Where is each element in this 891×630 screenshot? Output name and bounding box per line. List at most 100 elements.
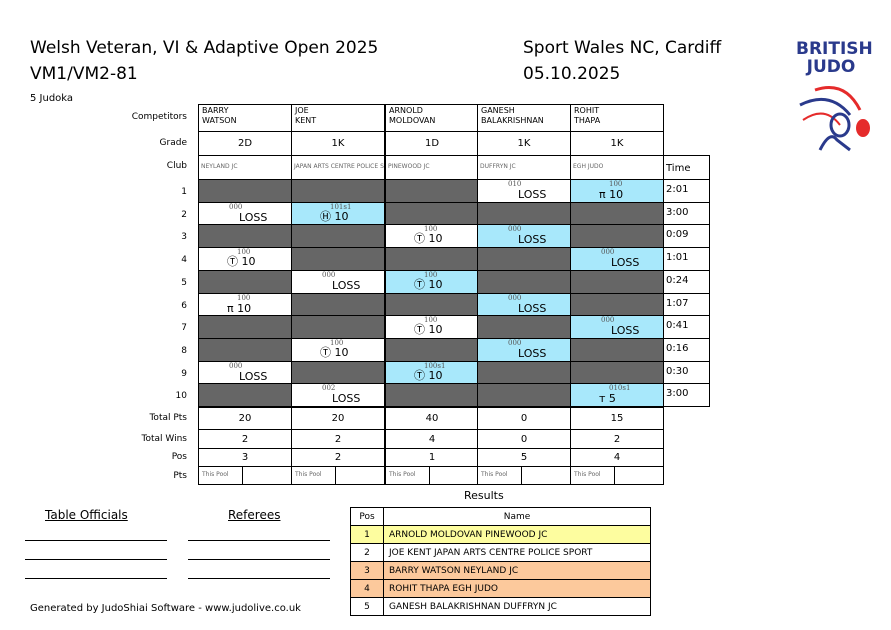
signature-line — [25, 559, 167, 560]
match-result-cell: 000 LOSS — [570, 315, 664, 339]
score: 101s1 — [330, 203, 352, 211]
results-pos-header: Pos — [350, 507, 384, 526]
empty-cell — [291, 361, 385, 385]
match-number: 7 — [181, 323, 187, 333]
match-number: 6 — [181, 301, 187, 311]
result-name: JOE KENT JAPAN ARTS CENTRE POLICE SPORT — [383, 543, 651, 562]
total-pts: 40 — [385, 407, 479, 430]
score: 000 — [229, 203, 243, 211]
grade: 1K — [291, 131, 385, 156]
last-name: THAPA — [574, 116, 601, 125]
result: LOSS — [518, 233, 547, 246]
results-title: Results — [464, 489, 504, 502]
competitor-name: JOE KENT — [291, 104, 385, 132]
first-name: JOE — [295, 106, 309, 115]
match-result-cell: 100 π 10 — [570, 179, 664, 203]
result: т 5 — [599, 392, 616, 405]
score: 000 — [508, 294, 522, 302]
signature-line — [25, 578, 167, 579]
empty-cell — [198, 315, 292, 339]
score: 000 — [322, 271, 336, 279]
result-row: 5 GANESH BALAKRISHNAN DUFFRYN JC — [350, 597, 651, 616]
match-result-cell: 100 π 10 — [198, 293, 292, 317]
match-time: 1:01 — [663, 247, 710, 271]
empty-cell — [291, 224, 385, 248]
match-result-cell: 010 LOSS — [477, 179, 571, 203]
total-pts: 20 — [291, 407, 385, 430]
pool-pts: This Pool — [385, 466, 479, 485]
competitors-label: Competitors — [131, 112, 187, 122]
total-pts-label: Total Pts — [149, 413, 187, 423]
this-pool-label: This Pool — [571, 467, 615, 484]
empty-cell — [385, 293, 479, 317]
empty-cell — [477, 315, 571, 339]
match-time: 0:41 — [663, 315, 710, 339]
score: 010s1 — [609, 384, 631, 392]
match-number: 9 — [181, 369, 187, 379]
grade: 1K — [477, 131, 571, 156]
empty-cell — [570, 270, 664, 294]
result: π 10 — [227, 302, 252, 315]
category: VM1/VM2-81 — [30, 64, 138, 84]
match-number: 4 — [181, 255, 187, 265]
result: LOSS — [332, 279, 361, 292]
result-row: 2 JOE KENT JAPAN ARTS CENTRE POLICE SPORT — [350, 543, 651, 562]
result-row: 4 ROHIT THAPA EGH JUDO — [350, 579, 651, 598]
result-name: BARRY WATSON NEYLAND JC — [383, 561, 651, 580]
result: LOSS — [239, 370, 268, 383]
results-table: Pos Name 1 ARNOLD MOLDOVAN PINEWOOD JC 2 JOE… — [350, 507, 651, 616]
match-result-cell: 000 LOSS — [477, 338, 571, 362]
pool-pts: This Pool — [291, 466, 385, 485]
match-result-cell: 000 LOSS — [198, 202, 292, 226]
club: NEYLAND JC — [198, 155, 292, 180]
pool-pts: This Pool — [477, 466, 571, 485]
score: 000 — [508, 339, 522, 347]
total-pts: 15 — [570, 407, 664, 430]
match-time: 3:00 — [663, 202, 710, 226]
match-time: 0:24 — [663, 270, 710, 294]
total-wins-label: Total Wins — [141, 434, 187, 444]
pool-pts: This Pool — [198, 466, 292, 485]
result: Ⓣ 10 — [414, 278, 443, 291]
score: 100 — [424, 316, 438, 324]
result: Ⓗ 10 — [320, 210, 349, 223]
empty-cell — [570, 202, 664, 226]
result-name: GANESH BALAKRISHNAN DUFFRYN JC — [383, 597, 651, 616]
score: 000 — [229, 362, 243, 370]
last-name: MOLDOVAN — [389, 116, 436, 125]
position: 2 — [291, 448, 385, 467]
table-officials-label: Table Officials — [45, 508, 128, 522]
result-name: ARNOLD MOLDOVAN PINEWOOD JC — [383, 525, 651, 544]
pts-label: Pts — [173, 471, 187, 481]
competitor-name: BARRY WATSON — [198, 104, 292, 132]
signature-line — [188, 559, 330, 560]
score: 000 — [601, 316, 615, 324]
empty-cell — [291, 315, 385, 339]
result: Ⓣ 10 — [414, 323, 443, 336]
match-number: 2 — [181, 210, 187, 220]
empty-cell — [477, 383, 571, 407]
this-pool-label: This Pool — [478, 467, 522, 484]
match-time: 2:01 — [663, 179, 710, 203]
empty-cell — [385, 247, 479, 271]
match-time: 0:09 — [663, 224, 710, 248]
score: 100 — [237, 294, 251, 302]
competitor-name: ROHIT THAPA — [570, 104, 664, 132]
pos-label: Pos — [171, 452, 187, 462]
footer: Generated by JudoShiai Software - www.ju… — [30, 603, 301, 614]
empty-cell — [198, 383, 292, 407]
empty-cell — [477, 247, 571, 271]
result: LOSS — [239, 211, 268, 224]
empty-cell — [385, 179, 479, 203]
result: LOSS — [332, 392, 361, 405]
first-name: GANESH — [481, 106, 515, 115]
score: 100s1 — [424, 362, 446, 370]
match-result-cell: 100 Ⓣ 10 — [385, 270, 479, 294]
empty-cell — [291, 293, 385, 317]
result: π 10 — [599, 188, 624, 201]
competitor-name: ARNOLD MOLDOVAN — [385, 104, 479, 132]
last-name: WATSON — [202, 116, 237, 125]
empty-cell — [570, 224, 664, 248]
first-name: BARRY — [202, 106, 229, 115]
